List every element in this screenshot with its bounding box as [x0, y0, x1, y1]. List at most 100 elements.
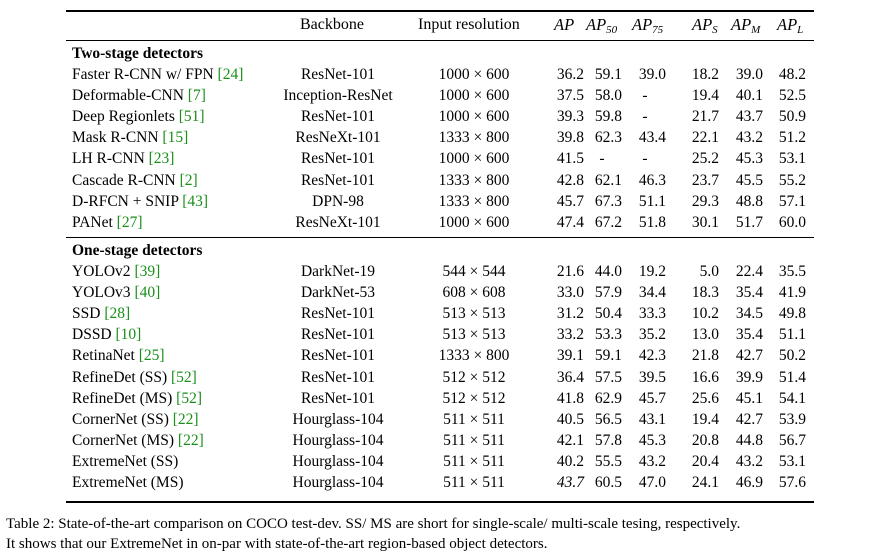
citation-link[interactable]: [28] [104, 305, 131, 323]
method-name: YOLOv2 [72, 263, 135, 280]
aps-cell: 18.2 [691, 66, 719, 83]
method-cell: RefineDet (MS) [52] [72, 388, 202, 409]
aps-cell: 20.8 [691, 431, 719, 449]
resolution-cell: 1000 × 600 [438, 150, 510, 168]
aps-cell: 13.0 [691, 326, 719, 344]
method-cell: ExtremeNet (SS) [72, 451, 178, 472]
backbone-cell: DarkNet-53 [300, 284, 376, 302]
resolution-cell: 512 × 512 [442, 368, 506, 386]
ap50-cell: 53.3 [594, 326, 622, 344]
method-name: RetinaNet [72, 347, 139, 365]
apl-cell: 57.1 [778, 192, 806, 210]
method-name: D-RFCN + SNIP [72, 192, 183, 210]
header-apm-label: AP [731, 15, 752, 34]
ap50-cell: 44.0 [594, 263, 622, 280]
backbone-cell: ResNet-101 [300, 108, 376, 126]
ap-cell: 36.4 [556, 368, 584, 386]
backbone-cell: Inception-ResNet [283, 87, 393, 105]
aps-cell: 21.8 [691, 347, 719, 365]
resolution-cell: 513 × 513 [442, 305, 506, 323]
citation-link[interactable]: [22] [172, 410, 199, 428]
ap75-cell: 51.1 [638, 192, 666, 210]
apm-cell: 39.9 [735, 368, 763, 386]
citation-link[interactable]: [39] [134, 263, 161, 280]
apl-cell: 54.1 [778, 389, 806, 407]
apl-cell: 60.0 [778, 213, 806, 231]
aps-cell: 10.2 [691, 305, 719, 323]
apl-cell: 53.9 [778, 410, 806, 428]
apm-cell: 34.5 [735, 305, 763, 323]
ap75-cell: - [642, 108, 648, 126]
apl-cell: 41.9 [778, 284, 806, 302]
table-row: YOLOv3 [40] DarkNet-53 608 × 608 33.0 57.9 34… [0, 282, 880, 303]
method-name: Faster R-CNN w/ FPN [72, 66, 218, 83]
method-cell: Deformable-CNN [7] [72, 85, 206, 106]
ap-cell: 45.7 [556, 192, 584, 210]
citation-link[interactable]: [23] [148, 150, 175, 168]
table-row: CornerNet (MS) [22] Hourglass-104 511 × 51… [0, 430, 880, 451]
ap75-cell: 47.0 [638, 474, 666, 491]
method-cell: ExtremeNet (MS) [72, 472, 183, 493]
table-row: PANet [27] ResNeXt-101 1000 × 600 47.4 67.2 5… [0, 212, 880, 233]
aps-cell: 16.6 [691, 368, 719, 386]
apl-cell: 51.2 [778, 129, 806, 147]
header-ap50-sub: 50 [606, 24, 618, 36]
ap50-cell: - [599, 150, 605, 168]
apm-cell: 51.7 [735, 213, 763, 231]
citation-link[interactable]: [43] [182, 192, 209, 210]
citation-link[interactable]: [51] [178, 108, 205, 126]
aps-cell: 5.0 [699, 263, 719, 280]
resolution-cell: 1000 × 600 [438, 66, 510, 83]
ap-cell: 39.1 [556, 347, 584, 365]
backbone-cell: Hourglass-104 [292, 410, 384, 428]
citation-link[interactable]: [24] [217, 66, 244, 83]
ap-cell: 40.2 [556, 452, 584, 470]
citation-link[interactable]: [25] [138, 347, 165, 365]
citation-link[interactable]: [40] [134, 284, 161, 302]
table-row: RetinaNet [25] ResNet-101 1333 × 800 39.1 59… [0, 345, 880, 366]
ap75-cell: 39.5 [638, 368, 666, 386]
ap50-cell: 59.8 [594, 108, 622, 126]
apl-cell: 57.6 [778, 474, 806, 491]
apl-cell: 51.1 [778, 326, 806, 344]
header-rule [66, 40, 814, 41]
backbone-cell: ResNet-101 [300, 368, 376, 386]
citation-link[interactable]: [27] [116, 213, 143, 231]
resolution-cell: 511 × 511 [443, 431, 505, 449]
header-backbone: Backbone [300, 16, 364, 33]
citation-link[interactable]: [7] [187, 87, 206, 105]
backbone-cell: ResNet-101 [300, 326, 376, 344]
ap75-cell: - [642, 150, 648, 168]
citation-link[interactable]: [2] [179, 171, 198, 189]
citation-link[interactable]: [10] [115, 326, 142, 344]
apm-cell: 45.5 [735, 171, 763, 189]
apm-cell: 43.2 [735, 129, 763, 147]
citation-link[interactable]: [22] [177, 431, 204, 449]
header-apl-sub: L [797, 24, 804, 36]
apm-cell: 48.8 [735, 192, 763, 210]
citation-link[interactable]: [52] [171, 368, 197, 386]
apl-cell: 53.1 [778, 150, 806, 168]
method-name: Deformable-CNN [72, 87, 188, 105]
method-name: PANet [72, 213, 117, 231]
apl-cell: 51.4 [778, 368, 806, 386]
ap50-cell: 59.1 [594, 347, 622, 365]
method-name: SSD [72, 305, 105, 323]
citation-link[interactable]: [52] [176, 389, 202, 407]
apl-cell: 48.2 [778, 66, 806, 83]
method-cell: CornerNet (MS) [22] [72, 430, 204, 451]
ap-cell: 36.2 [556, 66, 584, 83]
resolution-cell: 1000 × 600 [438, 108, 510, 126]
citation-link[interactable]: [15] [162, 129, 189, 147]
ap50-cell: 58.0 [594, 87, 622, 105]
ap75-cell: 35.2 [638, 326, 666, 344]
ap75-cell: 51.8 [638, 213, 666, 231]
aps-cell: 20.4 [691, 452, 719, 470]
method-cell: LH R-CNN [23] [72, 148, 174, 169]
method-name: CornerNet (MS) [72, 431, 178, 449]
ap75-cell: 45.7 [638, 389, 666, 407]
method-cell: RetinaNet [25] [72, 345, 165, 366]
resolution-cell: 544 × 544 [442, 263, 506, 280]
apm-cell: 42.7 [735, 347, 763, 365]
ap75-cell: - [642, 87, 648, 105]
